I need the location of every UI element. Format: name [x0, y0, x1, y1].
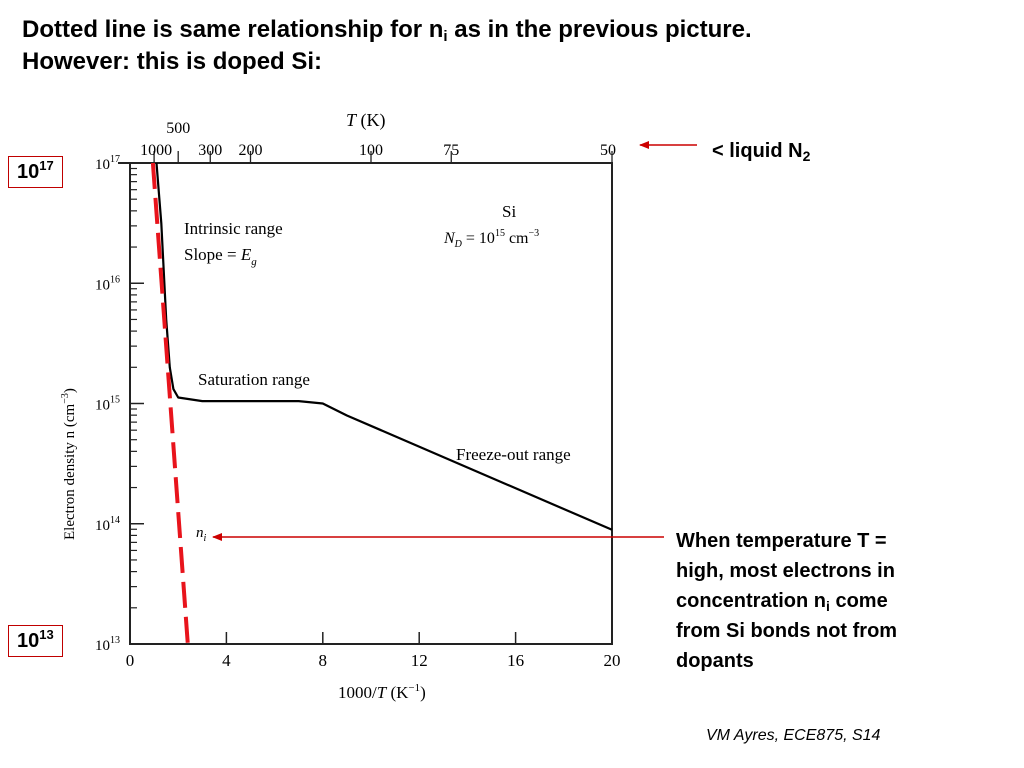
top-tick-label: 500	[166, 120, 190, 137]
y-tick-base: 10	[95, 638, 110, 654]
x-tick-label: 8	[319, 651, 328, 670]
y-tick-base: 10	[95, 518, 110, 534]
x-tick-label: 16	[507, 651, 524, 670]
si-label: Si	[502, 202, 516, 221]
ni-label-sub: i	[204, 533, 207, 544]
ni-dashed-line	[150, 162, 190, 645]
top-axis-ticks: 1000 500 300 200 100 75 50	[140, 120, 616, 163]
slope-label-e: E	[240, 245, 252, 264]
top-tick-label: 200	[239, 142, 263, 159]
x-axis-label-t: T	[377, 683, 388, 702]
note-line-2: high, most electrons in	[676, 560, 895, 582]
y-tick-label: 1014	[95, 515, 120, 534]
slope-label: Slope = Eg	[184, 245, 257, 268]
freezeout-range-label: Freeze-out range	[456, 445, 571, 464]
nd-label-n: N	[443, 230, 456, 247]
y-tick-label: 1013	[95, 635, 120, 654]
nd-label: ND = 1015 cm−3	[443, 228, 539, 250]
y-tick-label: 1016	[95, 274, 120, 293]
y-tick-base: 10	[95, 157, 110, 173]
series-group	[150, 162, 613, 645]
note-line-3-a: concentration n	[676, 590, 827, 612]
top-tick-label: 50	[600, 142, 616, 159]
top-tick-label: 1000	[140, 142, 172, 159]
liquid-n2-sub: 2	[802, 148, 811, 164]
x-axis-label-a: 1000/	[338, 683, 377, 702]
y-tick-exp: 13	[110, 635, 120, 646]
nd-label-sub: D	[454, 239, 463, 250]
ni-label-n: n	[196, 525, 204, 541]
y-minor-ticks	[130, 167, 137, 609]
y-tick-base: 10	[95, 277, 110, 293]
bottom-value-exp: 13	[39, 627, 54, 642]
x-axis-label-b: (K	[386, 683, 409, 702]
x-tick-label: 4	[222, 651, 231, 670]
y-tick-exp: 15	[110, 395, 120, 406]
title-line-1-sub: i	[443, 28, 448, 45]
note-line-4: from Si bonds not from	[676, 620, 898, 642]
top-value-exp: 17	[39, 158, 54, 173]
intrinsic-range-label: Intrinsic range	[184, 219, 283, 238]
ni-label: ni	[196, 525, 207, 544]
top-axis-label-rest: (K)	[356, 110, 386, 131]
liquid-n2-note: < liquid N2	[712, 136, 810, 166]
x-tick-label: 20	[604, 651, 621, 670]
title-line-1-rest: as in the previous picture.	[447, 16, 752, 43]
slope-label-a: Slope =	[184, 245, 241, 264]
liquid-n2-text: < liquid N	[712, 140, 803, 162]
y-tick-exp: 14	[110, 515, 120, 526]
title-line-2: However: this is doped Si:	[22, 48, 323, 75]
x-axis-label-exp: −1	[408, 682, 420, 694]
bottom-value-base: 10	[17, 630, 40, 652]
note-line-3-sub: i	[826, 598, 830, 614]
temperature-note: When temperature T = high, most electron…	[676, 526, 897, 676]
top-tick-label: 300	[198, 142, 222, 159]
y-tick-exp: 17	[110, 154, 120, 165]
y-axis-label: Electron density n (cm−3)	[60, 388, 78, 540]
y-tick-label: 1015	[95, 395, 120, 414]
y-axis-label-close: )	[62, 388, 78, 393]
note-line-5: dopants	[676, 650, 754, 672]
top-tick-label: 75	[443, 142, 459, 159]
x-major-ticks: 0 4 8 12 16 20	[126, 632, 621, 670]
nd-label-b: = 10	[462, 230, 495, 247]
x-axis-label-close: )	[420, 683, 426, 702]
slope-label-sub: g	[251, 256, 257, 268]
x-axis-label: 1000/T (K−1)	[338, 682, 426, 702]
y-axis-label-exp: −3	[60, 393, 71, 404]
top-value-base: 10	[17, 161, 40, 183]
note-line-3-b: come	[829, 590, 888, 612]
top-axis-label: T (K)	[346, 110, 386, 131]
x-tick-label: 12	[411, 651, 428, 670]
saturation-range-label: Saturation range	[198, 370, 310, 389]
title-line-1-text: Dotted line is same relationship for n	[22, 16, 444, 43]
top-axis-label-t: T	[346, 110, 358, 130]
nd-label-c: cm	[505, 230, 529, 247]
y-tick-label: 1017	[95, 154, 120, 173]
footer-credit: VM Ayres, ECE875, S14	[706, 727, 881, 744]
note-line-3: concentration ni come	[676, 586, 897, 616]
y-tick-exp: 16	[110, 274, 120, 285]
title-line-1: Dotted line is same relationship for ni …	[22, 14, 752, 46]
note-line-1: When temperature T =	[676, 530, 887, 552]
bottom-value-box: 1013	[8, 625, 63, 657]
electron-density-curve	[155, 162, 613, 531]
top-value-box: 1017	[8, 156, 63, 188]
nd-label-exp2: −3	[528, 228, 539, 239]
nd-label-exp: 15	[495, 228, 505, 239]
y-axis-label-text: Electron density n (cm	[62, 403, 78, 540]
top-tick-label: 100	[359, 142, 383, 159]
slide-title: Dotted line is same relationship for ni …	[22, 14, 752, 78]
y-tick-base: 10	[95, 398, 110, 414]
x-tick-label: 0	[126, 651, 135, 670]
